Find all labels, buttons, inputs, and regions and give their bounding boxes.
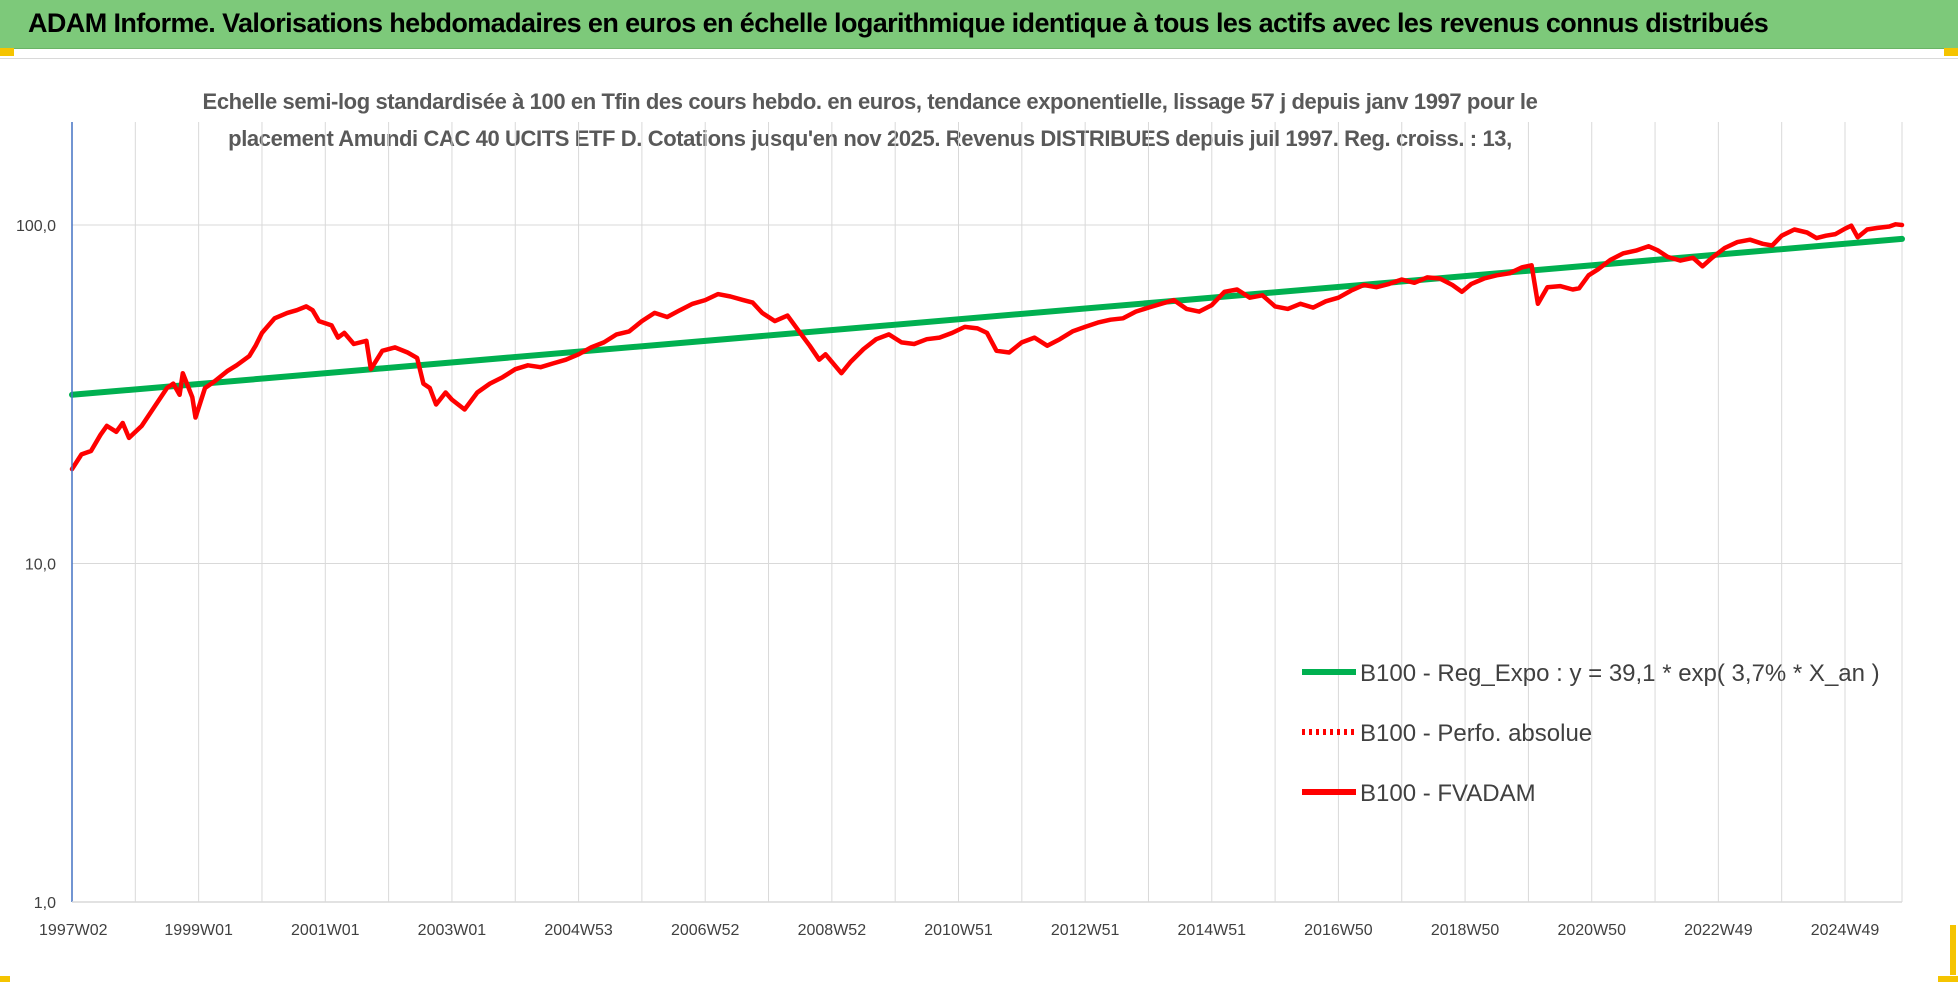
x-tick-label: 2012W51 [1051, 922, 1120, 939]
series-line-fvadam [69, 222, 1905, 472]
series-layer [69, 222, 1905, 472]
x-tick-label: 2022W49 [1684, 922, 1753, 939]
grid-layer [72, 122, 1903, 903]
x-tick-label: 2018W50 [1431, 922, 1500, 939]
x-tick-label: 2003W01 [418, 922, 487, 939]
x-tick-label: 2001W01 [291, 922, 360, 939]
corner-marker-top-left [0, 48, 14, 56]
chart-title-line-1: Echelle semi-log standardisée à 100 en T… [202, 89, 1538, 114]
x-tick-label: 1997W02 [39, 922, 108, 939]
header-bar: ADAM Informe. Valorisations hebdomadaire… [0, 0, 1958, 49]
chart-frame [0, 58, 1958, 979]
axis-layer: 1,0 10,0 100,0 1997W02 1999W01 2001W01 2003W01… [16, 122, 1902, 939]
legend-label: B100 - Reg_Expo : y = 39,1 * exp( 3,7% *… [1360, 660, 1880, 687]
x-tick-label: 2010W51 [924, 922, 993, 939]
x-tick-label: 2014W51 [1178, 922, 1247, 939]
y-tick-label: 1,0 [34, 895, 56, 912]
corner-marker-top-right [1944, 48, 1958, 56]
x-tick-label: 2016W50 [1304, 922, 1373, 939]
corner-marker-bottom-right [1950, 925, 1956, 975]
chart-title-line-2: placement Amundi CAC 40 UCITS ETF D. Cot… [228, 126, 1512, 151]
page-title: ADAM Informe. Valorisations hebdomadaire… [28, 8, 1769, 38]
legend-label: B100 - FVADAM [1360, 780, 1536, 807]
chart-title: Echelle semi-log standardisée à 100 en T… [160, 83, 1580, 157]
series-line-reg-expo [69, 235, 1905, 398]
x-tick-label: 1999W01 [164, 922, 233, 939]
corner-marker-bottom-right-base [1938, 976, 1958, 982]
legend: B100 - Reg_Expo : y = 39,1 * exp( 3,7% *… [1302, 660, 1880, 807]
x-tick-label: 2008W52 [798, 922, 867, 939]
y-tick-label: 10,0 [25, 557, 56, 574]
corner-marker-bottom-left [0, 976, 10, 982]
x-tick-label: 2020W50 [1557, 922, 1626, 939]
x-tick-label: 2004W53 [544, 922, 613, 939]
x-tick-label: 2024W49 [1811, 922, 1880, 939]
legend-label: B100 - Perfo. absolue [1360, 720, 1592, 747]
y-tick-label: 100,0 [16, 218, 56, 235]
x-tick-label: 2006W52 [671, 922, 740, 939]
